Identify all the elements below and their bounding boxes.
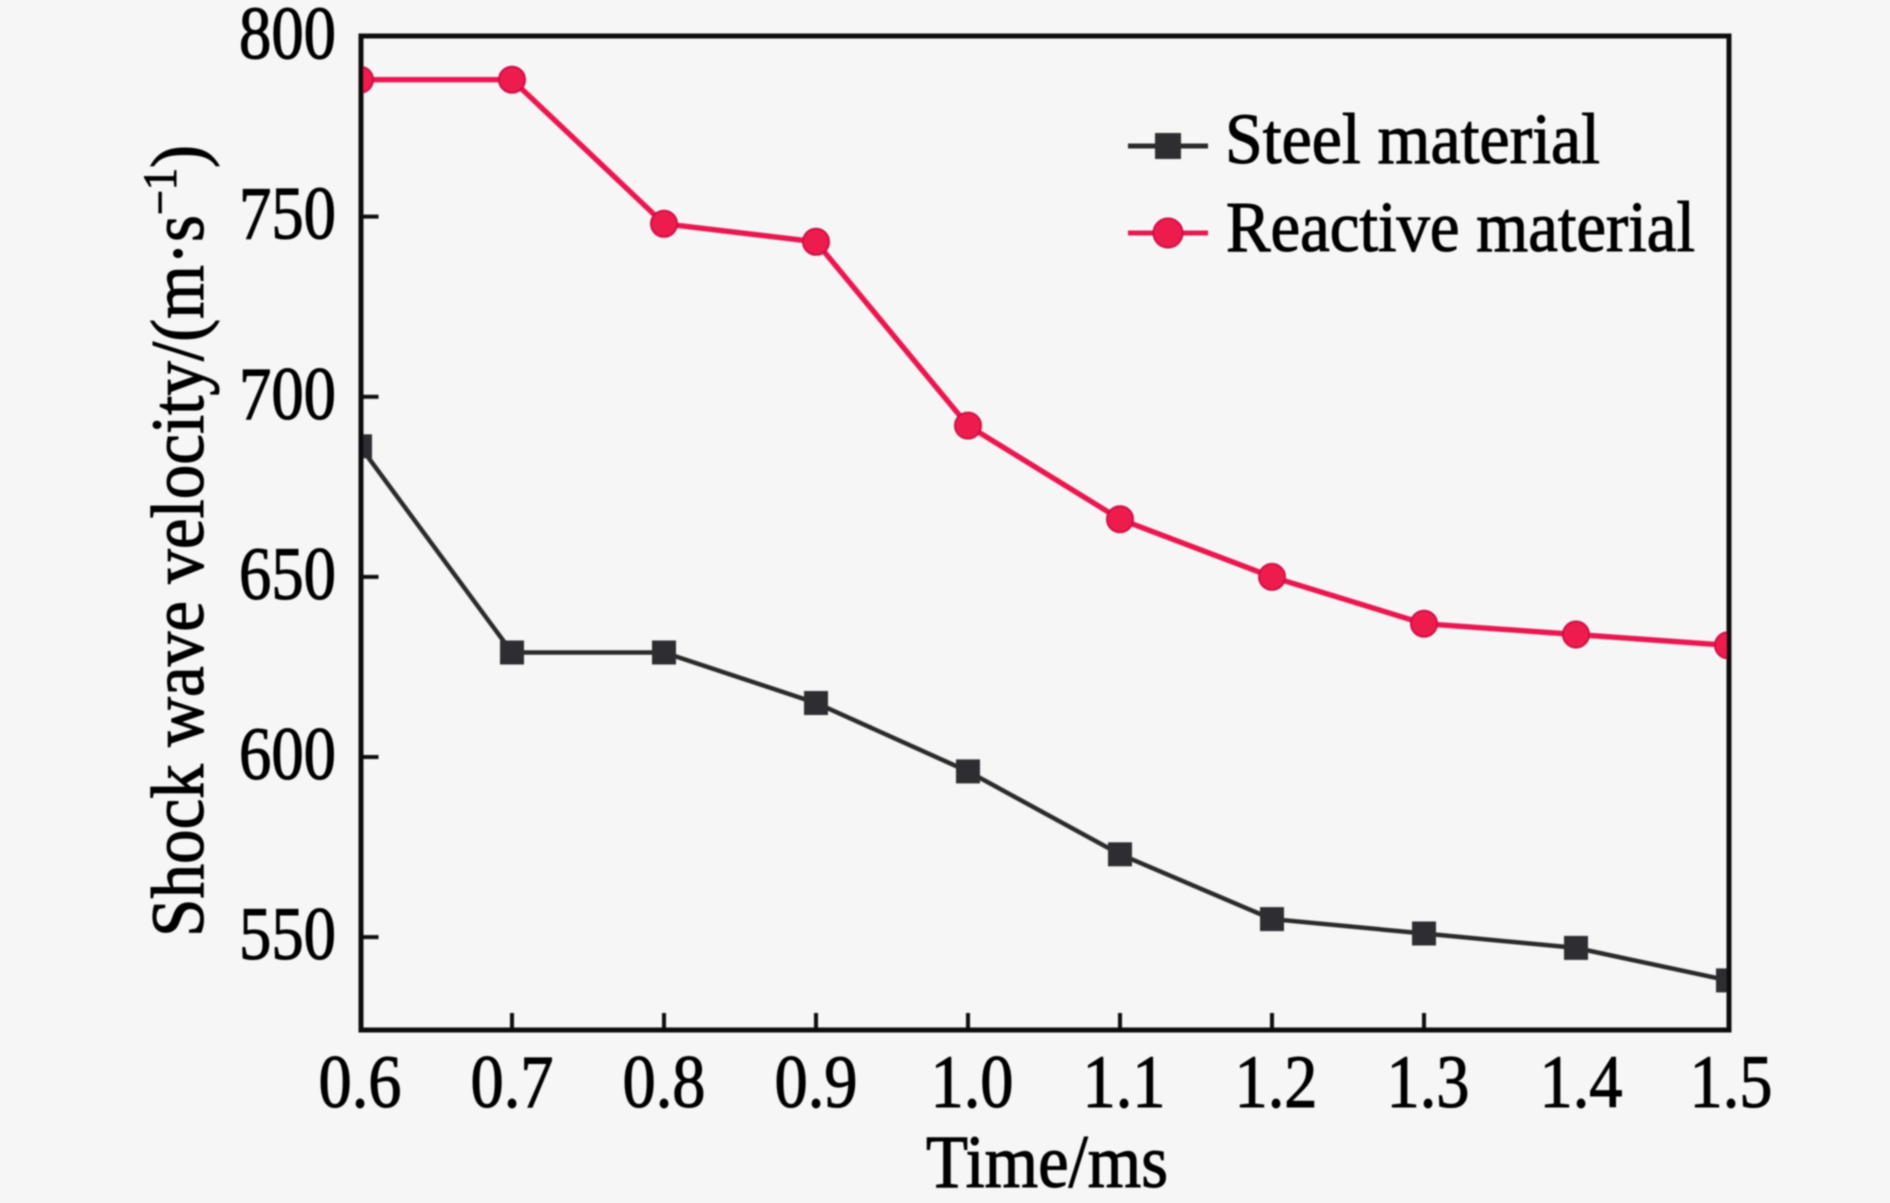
svg-text:0.7: 0.7 — [471, 1041, 554, 1124]
svg-text:1.3: 1.3 — [1387, 1041, 1470, 1124]
svg-text:0.6: 0.6 — [319, 1041, 402, 1124]
svg-text:650: 650 — [239, 533, 336, 616]
svg-text:600: 600 — [239, 713, 336, 796]
svg-text:Steel material: Steel material — [1225, 99, 1600, 179]
svg-text:Time/ms: Time/ms — [926, 1121, 1168, 1203]
svg-text:Shock wave velocity/(m·s−1): Shock wave velocity/(m·s−1) — [134, 145, 220, 937]
svg-text:550: 550 — [239, 893, 336, 976]
svg-text:700: 700 — [239, 353, 336, 436]
svg-text:800: 800 — [239, 0, 336, 76]
svg-text:1.2: 1.2 — [1235, 1041, 1318, 1124]
svg-text:1.1: 1.1 — [1083, 1041, 1166, 1124]
svg-text:0.8: 0.8 — [623, 1041, 706, 1124]
svg-text:0.9: 0.9 — [775, 1041, 858, 1124]
svg-text:750: 750 — [239, 173, 336, 256]
svg-text:1.0: 1.0 — [931, 1041, 1014, 1124]
svg-text:Reactive material: Reactive material — [1226, 187, 1695, 267]
svg-text:1.5: 1.5 — [1690, 1041, 1773, 1124]
svg-text:1.4: 1.4 — [1540, 1041, 1623, 1124]
